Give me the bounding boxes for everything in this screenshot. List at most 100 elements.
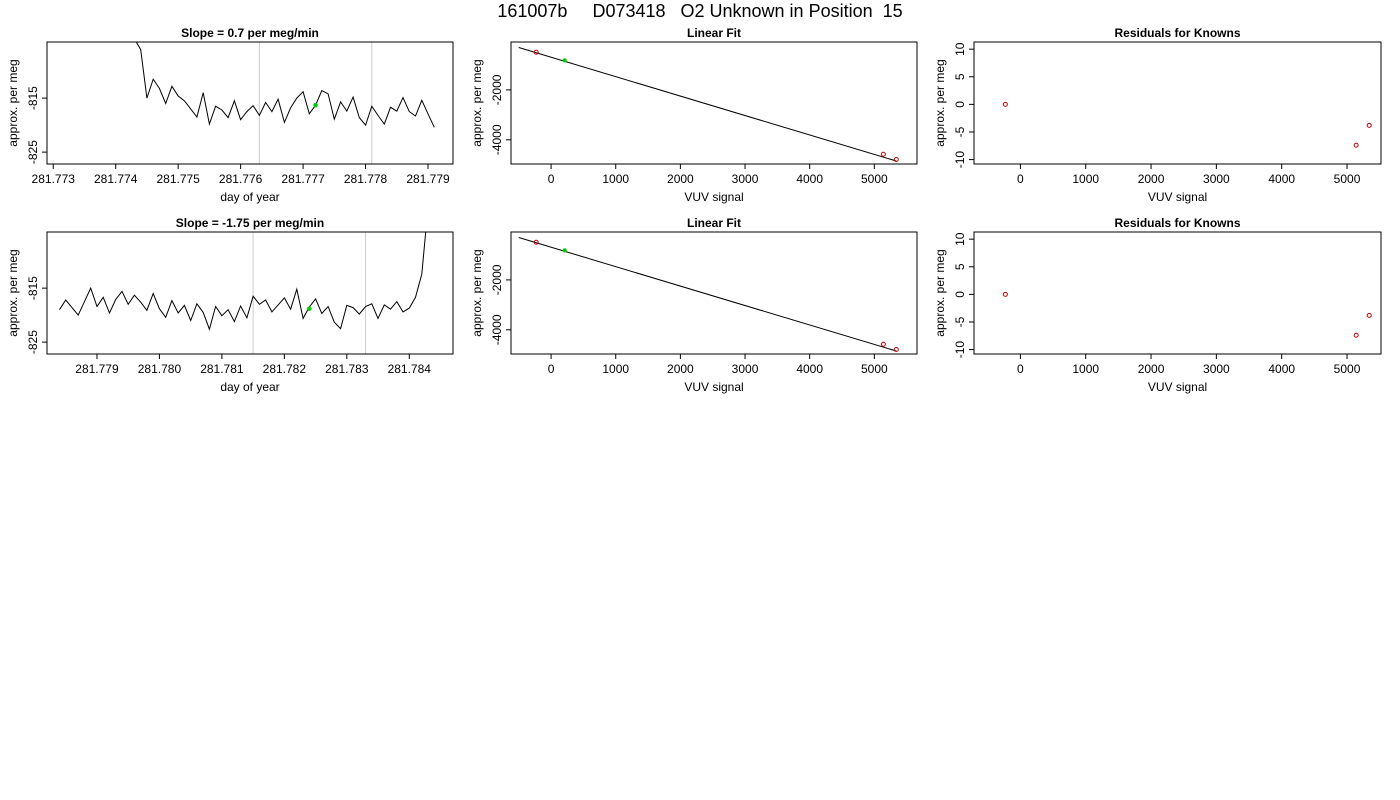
chart-title: Linear Fit xyxy=(687,26,741,40)
data-series-line-1 xyxy=(59,232,427,331)
x-axis-label: VUV signal xyxy=(1148,380,1207,394)
chart-panel-3: Residuals for Knowns 0 1000 2000 3000 4000 500… xyxy=(933,26,1382,204)
chart-panel-5: Linear Fit 0 1000 2000 3000 4000 5000 -4000 -200… xyxy=(470,216,918,394)
data-point-4 xyxy=(893,157,899,163)
chart-panel-1: Slope = 0.7 per meg/min 281.773 281.774 281… xyxy=(6,26,454,204)
x-tick-label: 3000 xyxy=(1203,172,1230,186)
x-tick-label: 281.774 xyxy=(94,172,138,186)
data-point-3 xyxy=(1366,122,1372,128)
y-tick-label: 10 xyxy=(953,42,967,56)
y-tick-label: -2000 xyxy=(490,74,504,105)
x-tick-label: 0 xyxy=(1017,362,1024,376)
y-axis-label: approx. per meg xyxy=(470,59,484,146)
x-tick-label: 281.777 xyxy=(281,172,325,186)
data-point-1 xyxy=(1002,291,1008,297)
data-point-2 xyxy=(562,248,567,253)
x-tick-label: 281.780 xyxy=(138,362,182,376)
data-point-2 xyxy=(1353,332,1359,338)
x-tick-label: 4000 xyxy=(796,172,823,186)
y-tick-label: 5 xyxy=(953,263,967,270)
x-axis-label: day of year xyxy=(220,190,279,204)
y-axis-label: approx. per meg xyxy=(933,59,947,146)
fit-line xyxy=(518,47,897,162)
chart-title: Slope = 0.7 per meg/min xyxy=(181,26,319,40)
y-axis-label: approx. per meg xyxy=(6,249,20,336)
y-tick-label: -4000 xyxy=(490,124,504,155)
y-tick-label: -825 xyxy=(26,330,40,354)
x-tick-label: 1000 xyxy=(1072,172,1099,186)
x-tick-label: 281.779 xyxy=(406,172,450,186)
y-tick-label: -10 xyxy=(953,341,967,359)
data-point-1 xyxy=(533,49,539,55)
plot-frame xyxy=(46,231,454,355)
x-tick-label: 1000 xyxy=(602,362,629,376)
x-tick-label: 3000 xyxy=(1203,362,1230,376)
x-tick-label: 2000 xyxy=(667,362,694,376)
x-tick-label: 281.779 xyxy=(75,362,119,376)
x-tick-label: 4000 xyxy=(796,362,823,376)
y-tick-label: 0 xyxy=(953,101,967,108)
y-tick-label: -5 xyxy=(953,126,967,137)
x-tick-label: 4000 xyxy=(1268,172,1295,186)
y-tick-label: -2000 xyxy=(490,264,504,295)
data-point-3 xyxy=(880,151,886,157)
data-point-1 xyxy=(1002,101,1008,107)
fit-line xyxy=(518,237,897,352)
x-tick-label: 2000 xyxy=(667,172,694,186)
x-tick-label: 5000 xyxy=(1334,172,1361,186)
x-tick-label: 281.781 xyxy=(200,362,244,376)
x-tick-label: 281.778 xyxy=(344,172,388,186)
x-tick-label: 0 xyxy=(548,362,555,376)
y-tick-label: -5 xyxy=(953,316,967,327)
x-tick-label: 281.776 xyxy=(219,172,263,186)
plot-frame xyxy=(973,41,1382,165)
page-title: 161007b D073418 O2 Unknown in Position 1… xyxy=(497,1,903,21)
x-tick-label: 2000 xyxy=(1138,362,1165,376)
y-tick-label: 5 xyxy=(953,73,967,80)
y-axis-label: approx. per meg xyxy=(933,249,947,336)
x-tick-label: 281.782 xyxy=(263,362,307,376)
x-tick-label: 2000 xyxy=(1138,172,1165,186)
y-tick-label: -4000 xyxy=(490,314,504,345)
highlight-point xyxy=(313,102,318,108)
plot-frame xyxy=(46,41,454,165)
x-tick-label: 4000 xyxy=(1268,362,1295,376)
x-tick-label: 0 xyxy=(548,172,555,186)
chart-panel-6: Residuals for Knowns 0 1000 2000 3000 4000 500… xyxy=(933,216,1382,394)
y-tick-label: 10 xyxy=(953,232,967,246)
x-tick-label: 281.775 xyxy=(156,172,200,186)
x-tick-label: 5000 xyxy=(861,362,888,376)
y-axis-label: approx. per meg xyxy=(6,59,20,146)
highlight-point xyxy=(307,306,312,311)
chart-title: Residuals for Knowns xyxy=(1114,26,1240,40)
chart-panel-2: Linear Fit 0 1000 2000 3000 4000 5000 -4000 -200… xyxy=(470,26,918,204)
x-tick-label: 3000 xyxy=(732,362,759,376)
data-point-3 xyxy=(880,341,886,347)
x-tick-label: 5000 xyxy=(861,172,888,186)
chart-title: Residuals for Knowns xyxy=(1114,216,1240,230)
data-series-line-1 xyxy=(135,42,435,128)
x-tick-label: 1000 xyxy=(1072,362,1099,376)
plot-frame xyxy=(973,231,1382,355)
y-tick-label: 0 xyxy=(953,291,967,298)
y-tick-label: -10 xyxy=(953,151,967,169)
chart-title: Slope = -1.75 per meg/min xyxy=(176,216,324,230)
y-tick-label: -815 xyxy=(26,276,40,300)
y-tick-label: -815 xyxy=(26,86,40,110)
data-point-2 xyxy=(562,58,567,63)
x-axis-label: VUV signal xyxy=(684,380,743,394)
x-tick-label: 1000 xyxy=(602,172,629,186)
chart-title: Linear Fit xyxy=(687,216,741,230)
x-axis-label: VUV signal xyxy=(1148,190,1207,204)
data-point-2 xyxy=(1353,142,1359,148)
x-axis-label: day of year xyxy=(220,380,279,394)
x-tick-label: 281.773 xyxy=(32,172,76,186)
chart-panel-4: Slope = -1.75 per meg/min 281.779 281.780 2… xyxy=(6,216,454,394)
data-point-3 xyxy=(1366,312,1372,318)
x-tick-label: 281.784 xyxy=(388,362,432,376)
x-tick-label: 3000 xyxy=(732,172,759,186)
x-axis-label: VUV signal xyxy=(684,190,743,204)
y-axis-label: approx. per meg xyxy=(470,249,484,336)
plot-frame xyxy=(510,231,918,355)
